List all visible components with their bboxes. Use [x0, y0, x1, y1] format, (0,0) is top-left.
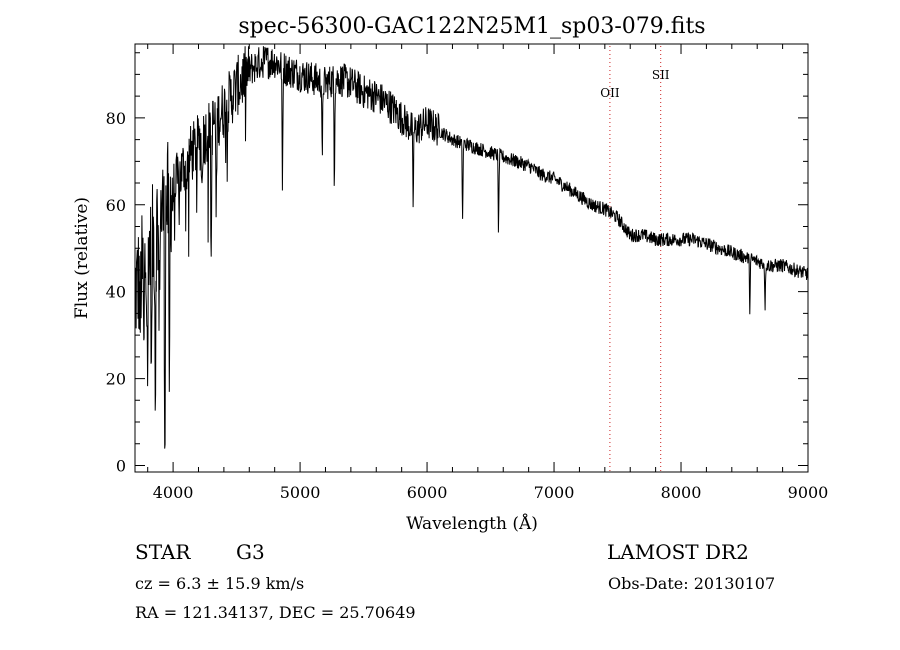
chart-title: spec-56300-GAC122N25M1_sp03-079.fits — [238, 14, 705, 39]
x-tick-label: 4000 — [153, 483, 194, 502]
plot-frame — [134, 43, 809, 473]
x-tick-label: 6000 — [407, 483, 448, 502]
y-tick-label: 80 — [106, 109, 126, 128]
y-tick-label: 60 — [106, 196, 126, 215]
x-tick-label: 5000 — [280, 483, 321, 502]
observation-date: Obs-Date: 20130107 — [608, 574, 776, 593]
marker-label-oii: OII — [600, 86, 620, 100]
x-tick-label: 9000 — [788, 483, 829, 502]
x-tick-label: 7000 — [534, 483, 575, 502]
x-tick-labels: 4000 5000 6000 7000 8000 9000 — [153, 483, 829, 502]
marker-label-sii: SII — [652, 68, 670, 82]
ra-dec-coordinates: RA = 121.34137, DEC = 25.70649 — [135, 603, 416, 622]
y-axis-label: Flux (relative) — [72, 197, 92, 319]
x-axis-label: Wavelength (Å) — [406, 513, 538, 534]
survey-name: LAMOST DR2 — [607, 540, 749, 564]
object-class: STAR — [135, 540, 191, 564]
y-tick-labels: 0 20 40 60 80 — [106, 109, 126, 476]
redshift-velocity: cz = 6.3 ± 15.9 km/s — [135, 574, 305, 593]
y-tick-label: 20 — [106, 370, 126, 389]
object-subclass: G3 — [236, 540, 265, 564]
x-tick-label: 8000 — [661, 483, 702, 502]
y-tick-label: 40 — [106, 283, 126, 302]
y-tick-label: 0 — [116, 456, 126, 475]
spectrum-series — [134, 46, 809, 449]
emission-line-markers: OII SII — [600, 46, 670, 472]
